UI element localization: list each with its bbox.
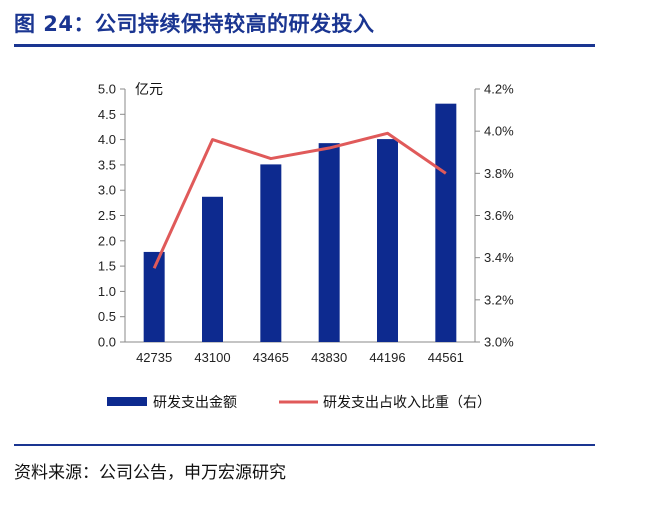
left-tick-label: 0.5 xyxy=(98,309,116,324)
y-unit-label: 亿元 xyxy=(135,82,163,98)
left-tick-label: 2.5 xyxy=(98,208,116,223)
right-tick-label: 4.2% xyxy=(484,82,514,97)
x-tick-label: 42735 xyxy=(136,350,172,365)
left-tick-label: 0.0 xyxy=(98,335,116,350)
left-tick-label: 2.0 xyxy=(98,233,116,248)
line-path xyxy=(152,131,447,269)
bar xyxy=(143,251,165,342)
tick-labels: 0.0 0.5 1.0 1.5 2.0 2.5 3.0 3.5 4.0 4.5 5.0 3.0% 3.2… xyxy=(98,82,514,366)
source-note: 资料来源：公司公告，申万宏源研究 xyxy=(14,463,286,483)
bar xyxy=(202,196,223,342)
right-tick-label: 3.6% xyxy=(484,208,514,223)
bar xyxy=(260,164,282,342)
legend-line-label: 研发支出占收入比重（右） xyxy=(323,395,491,411)
x-tick-label: 43465 xyxy=(253,350,289,365)
right-tick-label: 3.2% xyxy=(484,292,514,307)
left-tick-label: 3.0 xyxy=(98,183,116,198)
right-tick-label: 3.8% xyxy=(484,166,514,181)
legend-bar-swatch xyxy=(107,397,147,406)
chart-axes xyxy=(120,88,480,343)
bar xyxy=(435,103,457,342)
title-divider xyxy=(14,44,595,47)
source-divider xyxy=(14,444,595,446)
right-tick-label: 3.0% xyxy=(484,335,514,350)
right-tick-label: 4.0% xyxy=(484,124,514,139)
left-tick-label: 5.0 xyxy=(98,82,116,97)
figure-title: 图 24：公司持续保持较高的研发投入 xyxy=(14,12,375,36)
rd-investment-chart: 0.0 0.5 1.0 1.5 2.0 2.5 3.0 3.5 4.0 4.5 5.0 3.0% 3.2… xyxy=(98,82,514,412)
left-tick-label: 3.5 xyxy=(98,157,116,172)
x-tick-label: 43100 xyxy=(194,350,230,365)
left-tick-label: 4.5 xyxy=(98,107,116,122)
chart-legend: 研发支出金额 研发支出占收入比重（右） xyxy=(107,395,491,411)
legend-bar-label: 研发支出金额 xyxy=(153,395,237,411)
bar xyxy=(377,139,398,342)
left-tick-label: 4.0 xyxy=(98,132,116,147)
bar-series xyxy=(143,103,457,342)
left-tick-label: 1.0 xyxy=(98,284,116,299)
left-tick-label: 1.5 xyxy=(98,259,116,274)
right-tick-label: 3.4% xyxy=(484,250,514,265)
bar xyxy=(318,143,340,342)
x-tick-label: 44561 xyxy=(428,350,464,365)
x-tick-label: 43830 xyxy=(311,350,347,365)
x-tick-label: 44196 xyxy=(369,350,405,365)
line-series xyxy=(152,131,447,269)
